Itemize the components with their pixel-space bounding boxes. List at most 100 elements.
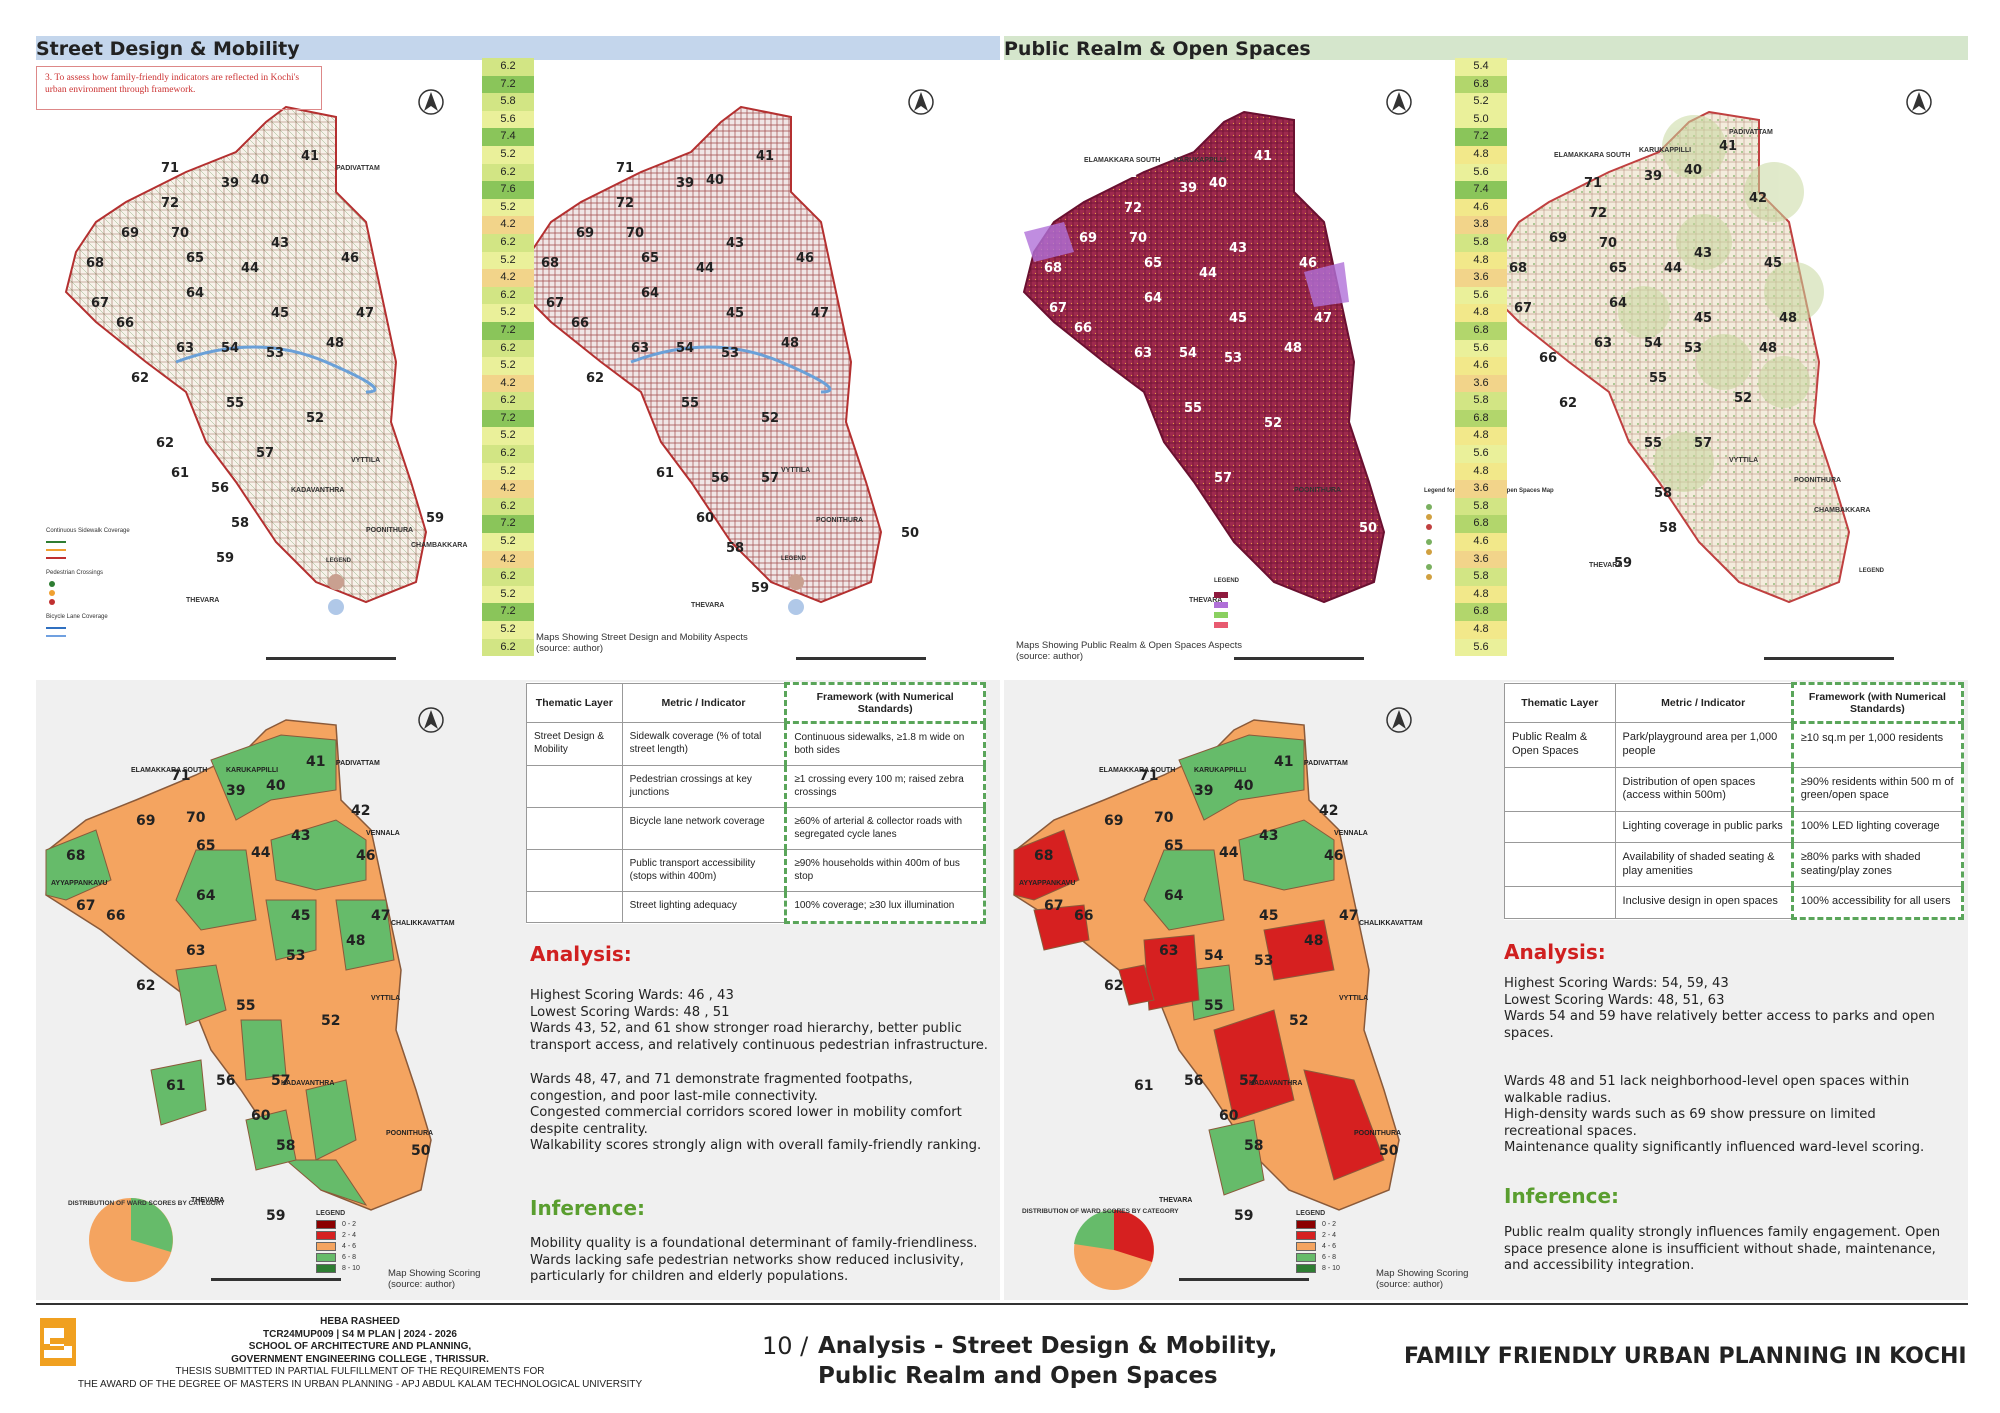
score-cell: 5.2 — [482, 585, 534, 604]
legend-swatch — [316, 1253, 336, 1262]
svg-text:55: 55 — [1204, 998, 1223, 1014]
legend-item: 0 - 2 — [1296, 1220, 1340, 1229]
score-cell: 5.6 — [1455, 286, 1507, 305]
north-arrow-6 — [1386, 707, 1412, 733]
svg-text:THEVARA: THEVARA — [191, 1197, 224, 1204]
svg-text:63: 63 — [1594, 336, 1612, 351]
public-maps-caption-title: Maps Showing Public Realm & Open Spaces … — [1016, 640, 1243, 651]
public-scoring-caption: Map Showing Scoring (source: author) — [1376, 1268, 1468, 1291]
svg-text:66: 66 — [106, 908, 125, 924]
svg-text:70: 70 — [626, 226, 644, 241]
score-cell: 5.6 — [482, 110, 534, 129]
svg-text:67: 67 — [1049, 301, 1067, 316]
score-cell: 4.8 — [1455, 621, 1507, 639]
north-arrow-2 — [908, 89, 934, 115]
svg-text:64: 64 — [196, 888, 216, 904]
svg-text:61: 61 — [1129, 471, 1147, 486]
street-framework-table: Thematic Layer Metric / Indicator Framewor… — [526, 682, 986, 924]
public-analysis-title: Analysis: — [1504, 940, 1606, 964]
legend-swatch — [1296, 1231, 1316, 1240]
svg-text:POONITHURA: POONITHURA — [386, 1130, 433, 1137]
svg-text:41: 41 — [301, 149, 319, 164]
svg-text:55: 55 — [236, 998, 255, 1014]
score-cell: 6.2 — [482, 233, 534, 252]
analysis-line: Highest Scoring Wards: 54, 59, 43 — [1504, 976, 1729, 991]
svg-text:72: 72 — [1124, 201, 1142, 216]
score-cell: 6.2 — [482, 58, 534, 76]
svg-text:ELAMAKKARA SOUTH: ELAMAKKARA SOUTH — [131, 767, 207, 774]
svg-text:POONITHURA: POONITHURA — [1794, 477, 1841, 484]
svg-text:44: 44 — [1219, 845, 1239, 861]
public-map-1-shape — [1022, 110, 1386, 604]
svg-text:PADIVATTAM: PADIVATTAM — [336, 760, 380, 767]
svg-text:VYTTILA: VYTTILA — [351, 457, 380, 464]
score-cell: 4.2 — [482, 374, 534, 393]
score-cell: 6.2 — [482, 497, 534, 516]
svg-text:68: 68 — [1044, 261, 1062, 276]
legend-range: 0 - 2 — [342, 1221, 357, 1228]
table-cell: ≥60% of arterial & collector roads with … — [784, 807, 986, 850]
svg-text:56: 56 — [711, 471, 729, 486]
table-row: Public transport accessibility (stops wi… — [526, 849, 986, 892]
table-header: Metric / Indicator — [621, 683, 787, 723]
legend-swatch — [1296, 1264, 1316, 1273]
street-score-map-svg: 41 71 39 40 42 69 70 43 65 44 46 68 67 64 45 47 66 48… — [45, 707, 455, 1282]
svg-text:44: 44 — [241, 261, 259, 276]
table-row: Availability of shaded seating & play am… — [1504, 841, 1965, 888]
svg-text:63: 63 — [1134, 346, 1152, 361]
svg-text:45: 45 — [726, 306, 744, 321]
table-cell: ≥90% residents within 500 m of green/ope… — [1790, 766, 1965, 812]
score-cell: 4.8 — [1455, 427, 1507, 446]
score-cell: 5.2 — [482, 304, 534, 322]
svg-text:39: 39 — [1179, 181, 1197, 196]
svg-text:70: 70 — [1599, 236, 1617, 251]
score-cell: 6.2 — [482, 568, 534, 586]
svg-text:52: 52 — [761, 411, 779, 426]
svg-text:41: 41 — [1274, 754, 1293, 770]
street-map-1-legend: Continuous Sidewalk Coverage Pedestrian … — [46, 528, 807, 637]
score-cell: 6.8 — [1455, 603, 1507, 621]
score-cell: 6.2 — [482, 163, 534, 182]
table-row: Inclusive design in open spaces 100% acce… — [1504, 886, 1965, 920]
svg-text:64: 64 — [641, 286, 659, 301]
score-cell: 5.2 — [482, 251, 534, 270]
svg-text:72: 72 — [616, 196, 634, 211]
svg-text:58: 58 — [1194, 516, 1212, 531]
north-arrow-5 — [418, 707, 444, 733]
score-cell: 5.2 — [482, 145, 534, 164]
svg-text:54: 54 — [221, 341, 239, 356]
svg-text:62: 62 — [1559, 396, 1577, 411]
svg-text:58: 58 — [276, 1138, 295, 1154]
svg-text:62: 62 — [156, 436, 174, 451]
svg-text:LEGEND: LEGEND — [1859, 568, 1885, 574]
svg-text:70: 70 — [171, 226, 189, 241]
public-section-title: Public Realm & Open Spaces — [1004, 38, 1311, 60]
legend-item: 2 - 4 — [1296, 1231, 1340, 1240]
svg-text:Pedestrian Crossings: Pedestrian Crossings — [46, 570, 103, 576]
street-scores-column: 6.2 7.2 5.8 5.6 7.4 5.2 6.2 7.6 5.2 4.2 6.2 5.2 4.2 6… — [482, 58, 534, 657]
svg-text:70: 70 — [1129, 231, 1147, 246]
svg-text:THEVARA: THEVARA — [1159, 1197, 1192, 1204]
svg-text:40: 40 — [1684, 163, 1702, 178]
legend-item: 8 - 10 — [316, 1264, 360, 1273]
svg-text:66: 66 — [1074, 908, 1093, 924]
svg-text:42: 42 — [351, 803, 370, 819]
svg-text:63: 63 — [176, 341, 194, 356]
svg-text:59: 59 — [266, 1208, 285, 1224]
legend-swatch — [1296, 1253, 1316, 1262]
street-score-pie — [89, 1198, 173, 1282]
svg-text:44: 44 — [696, 261, 714, 276]
svg-text:48: 48 — [781, 336, 799, 351]
svg-text:67: 67 — [1044, 898, 1063, 914]
svg-text:68: 68 — [86, 256, 104, 271]
svg-text:69: 69 — [1079, 231, 1097, 246]
svg-text:POONITHURA: POONITHURA — [1354, 1130, 1401, 1137]
legend-item: 6 - 8 — [1296, 1253, 1340, 1262]
legend-item: 0 - 2 — [316, 1220, 360, 1229]
score-cell: 4.2 — [482, 269, 534, 287]
score-cell: 6.2 — [482, 286, 534, 305]
legend-item: 4 - 6 — [316, 1242, 360, 1251]
street-pie-title: DISTRIBUTION OF WARD SCORES BY CATEGORY — [68, 1200, 225, 1207]
street-analysis-p2: Wards 48, 47, and 71 demonstrate fragmen… — [530, 1072, 990, 1155]
table-cell — [526, 765, 623, 808]
